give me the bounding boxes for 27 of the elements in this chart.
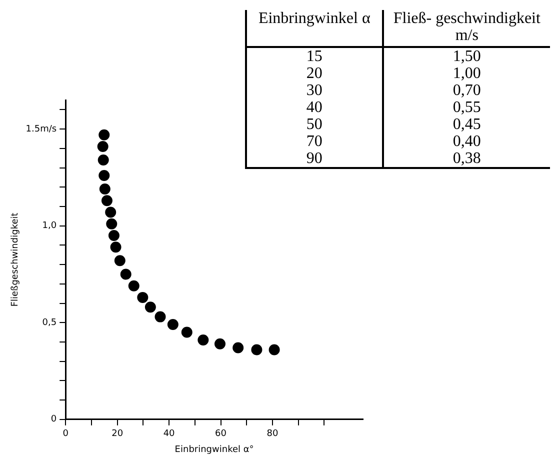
text: 0,70 [452,82,482,99]
y-tick-label: 1.5m/s [26,124,57,134]
text: 0,45 [452,116,482,133]
text: 20 [246,65,383,82]
text: 30 [246,82,383,99]
text: Fließ- geschwindigkeit m/s [382,10,550,47]
y-tick-label: 0 [50,414,57,425]
text: Einbringwinkel α [246,10,383,47]
annotation: 70 [246,133,383,150]
annotation: 50 [246,116,383,133]
y-tick-label: 1,0 [42,221,57,232]
text: 0,55 [452,99,482,116]
text: 15 [246,47,383,65]
x-tick-label: 60 [215,429,227,440]
annotation: 40 [246,99,383,116]
text: 1,00 [452,65,482,82]
y-tick-label: 0,5 [42,318,57,328]
x-axis-title: Einbringwinkel α° [174,444,254,455]
x-tick-label: 0 [62,429,69,440]
text: 1,50 [452,47,482,65]
x-tick-label: 80 [266,429,278,440]
text: 0,40 [452,133,482,150]
text: 0,38 [452,150,482,168]
y-axis-title: Fließgeschwindigkeit [10,212,21,307]
x-tick-label: 20 [112,429,124,440]
x-tick-label: 40 [163,429,176,440]
annotation: 90 [246,150,383,168]
